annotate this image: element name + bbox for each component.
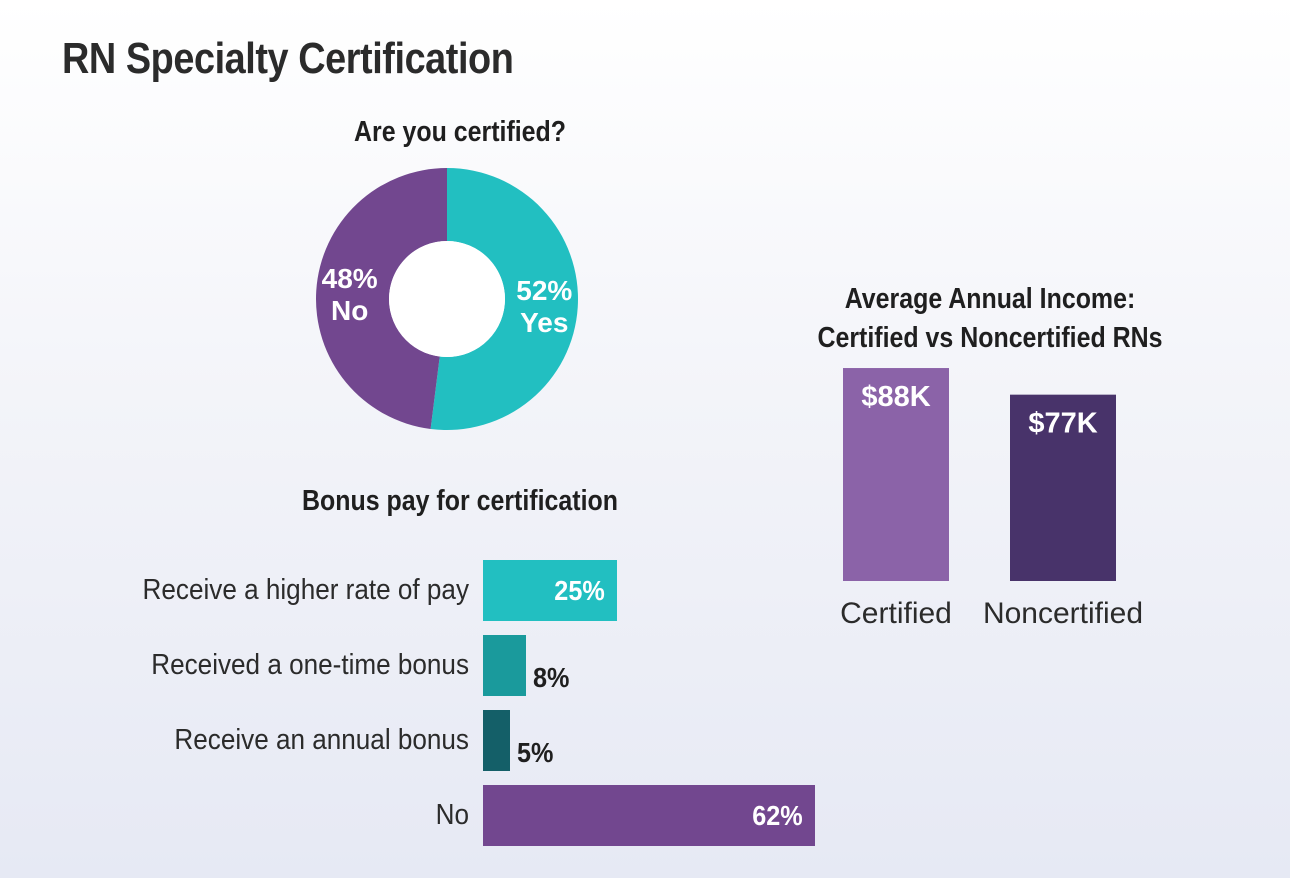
income-bar-chart: $88K Certified $77K Noncertified (840, 368, 1143, 630)
donut-category-label-no: No (331, 295, 368, 326)
donut-hole (389, 241, 505, 357)
bonus-value-label: 25% (554, 575, 605, 606)
bonus-category-label: Receive a higher rate of pay (142, 574, 469, 606)
income-title-line-1: Average Annual Income: (844, 283, 1136, 315)
bonus-value-label: 62% (752, 800, 803, 831)
certified-donut-chart: 52%Yes 48%No (315, 168, 578, 430)
income-category-label-noncertified: Noncertified (983, 597, 1143, 630)
income-category-label-certified: Certified (840, 597, 952, 630)
bonus-value-label: 8% (532, 662, 570, 693)
page-title: RN Specialty Certification (62, 34, 514, 83)
income-bar-noncertified (1010, 394, 1116, 581)
donut-value-label-yes: 52% (516, 275, 572, 306)
bonus-bar (483, 785, 815, 846)
bonus-bar-chart: Receive a higher rate of pay 25% Received … (0, 550, 900, 860)
bonus-bar (483, 560, 617, 621)
bonus-category-label: Received a one-time bonus (151, 649, 469, 681)
donut-category-label-yes: Yes (520, 307, 568, 338)
bonus-value-label: 5% (516, 737, 554, 768)
bonus-bar (483, 710, 510, 771)
income-value-label-noncertified: $77K (1028, 408, 1097, 440)
bonus-chart-title: Bonus pay for certification (302, 485, 618, 517)
donut-value-label-no: 48% (322, 263, 378, 294)
income-title-line-2: Certified vs Noncertified RNs (817, 322, 1163, 354)
income-bar-certified (843, 368, 949, 581)
donut-slice-yes (430, 168, 578, 430)
bonus-bar (483, 635, 526, 696)
donut-slice-no (315, 168, 447, 429)
bonus-category-label: Receive an annual bonus (174, 724, 469, 756)
donut-chart-title: Are you certified? (353, 116, 567, 148)
income-chart-title: Average Annual Income: Certified vs Nonc… (775, 280, 1205, 358)
income-value-label-certified: $88K (861, 381, 930, 413)
bonus-category-label: No (435, 799, 469, 831)
